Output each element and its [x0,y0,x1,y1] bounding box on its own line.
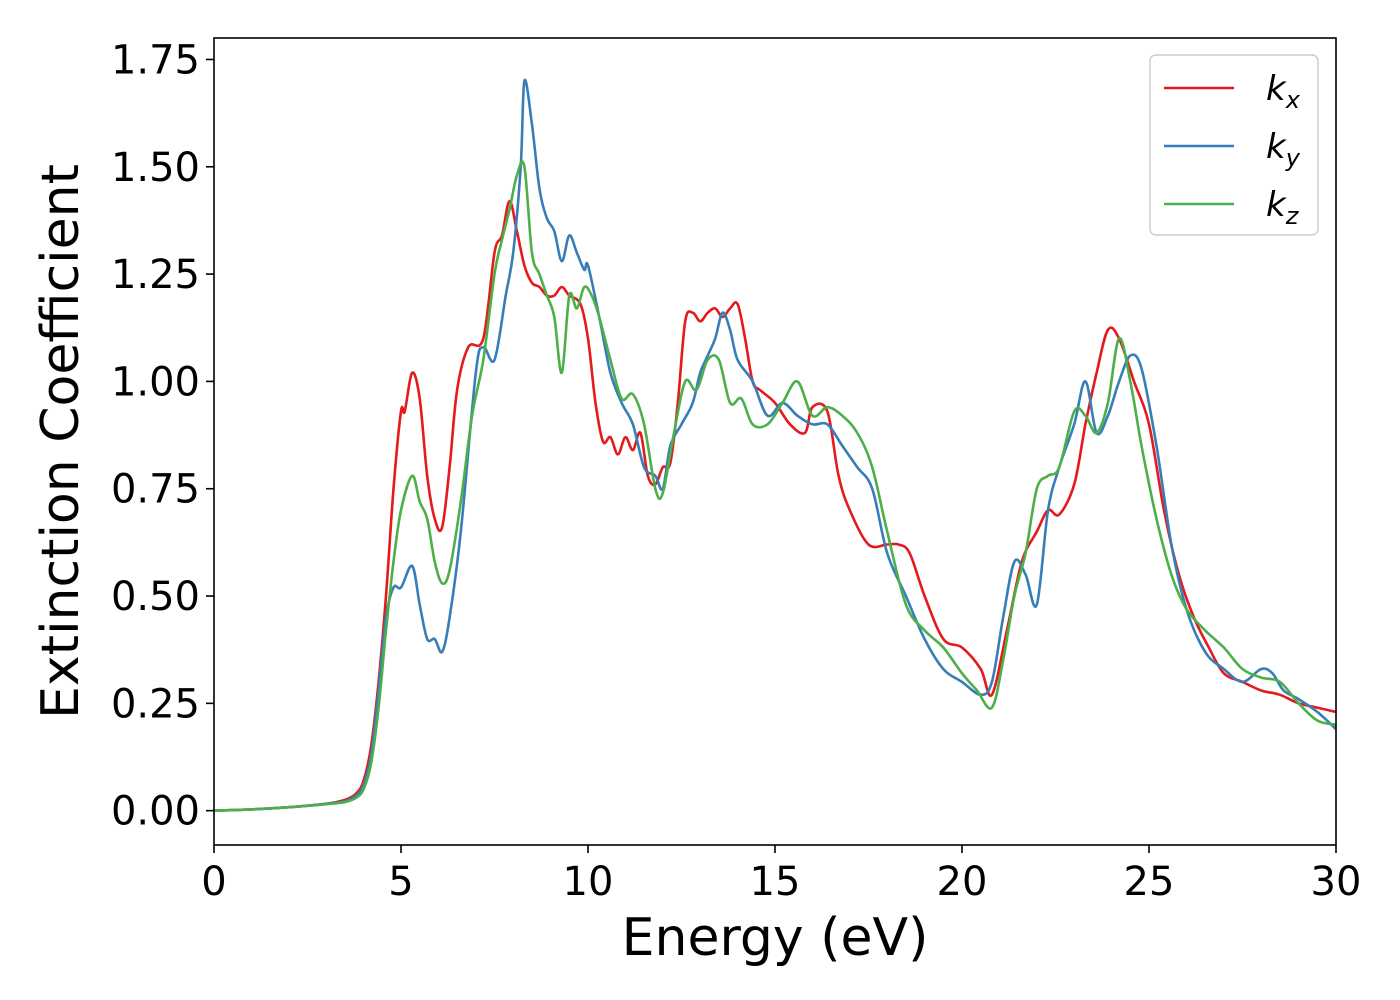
series-line-z [213,160,1337,812]
y-tick-label: 0.25 [111,681,200,727]
x-tick-label: 20 [937,859,988,905]
y-tick-label: 1.25 [111,252,200,298]
series-layer [213,78,1337,812]
x-axis-label: Energy (eV) [622,908,929,968]
y-axis-label: Extinction Coefficient [31,164,91,719]
x-tick-label: 0 [201,859,226,905]
y-tick-label: 0.75 [111,467,200,513]
x-tick-label: 5 [388,859,413,905]
legend-label-subscript: y [1285,144,1301,172]
legend-label-x: kx [1266,69,1301,114]
legend-label-main: k [1266,185,1287,225]
x-tick-label: 30 [1311,859,1362,905]
x-axis-ticks: 0 5 10 15 20 25 30 [201,845,1361,905]
x-tick-label: 10 [563,859,614,905]
legend-label-subscript: z [1285,202,1300,230]
x-tick-label: 25 [1124,859,1175,905]
series-line-y [213,78,1337,812]
legend-label-main: k [1266,127,1287,167]
legend-label-z: kz [1266,185,1300,230]
y-tick-label: 1.00 [111,359,200,405]
y-tick-label: 0.00 [111,789,200,835]
y-tick-label: 0.50 [111,574,200,620]
series-line-x [213,199,1337,812]
legend-label-main: k [1266,69,1287,109]
legend-label-y: ky [1266,127,1301,172]
y-tick-label: 1.50 [111,145,200,191]
x-tick-label: 15 [750,859,801,905]
legend-label-subscript: x [1285,86,1301,114]
y-tick-label: 1.75 [111,37,200,83]
y-axis-ticks: 0.00 0.25 0.50 0.75 1.00 1.25 1.50 1.75 [111,37,214,835]
